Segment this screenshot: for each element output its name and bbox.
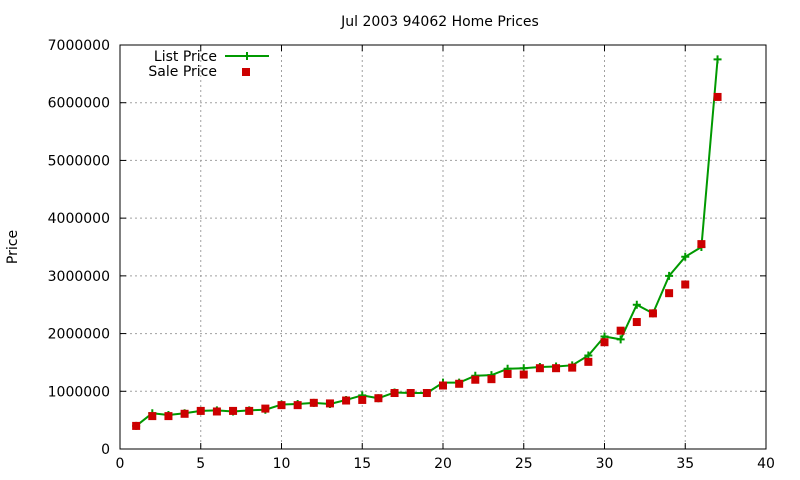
sale-price-point — [471, 375, 480, 384]
x-tick-label: 5 — [196, 456, 205, 472]
x-tick-label: 15 — [353, 456, 371, 472]
sale-price-point — [713, 92, 722, 101]
legend: List Price Sale Price — [148, 49, 269, 80]
sale-price-point — [309, 398, 318, 407]
sale-price-point — [519, 370, 528, 379]
sale-price-point — [342, 396, 351, 405]
y-tick-label: 4000000 — [48, 211, 110, 227]
sale-price-point — [180, 409, 189, 418]
y-tick-label: 0 — [101, 442, 110, 458]
sale-price-point — [245, 406, 254, 415]
y-tick-label: 6000000 — [48, 96, 110, 112]
sale-price-point — [406, 389, 415, 398]
sale-price-point — [422, 389, 431, 398]
list-price-point — [665, 271, 674, 280]
sale-price-point — [277, 401, 286, 410]
sale-price-point — [455, 379, 464, 388]
sale-price-point — [148, 412, 157, 421]
y-tick-label: 5000000 — [48, 153, 110, 169]
sale-price-point — [568, 363, 577, 372]
list-price-point — [713, 55, 722, 64]
y-tick-label: 7000000 — [48, 38, 110, 54]
legend-swatch-sale-price — [242, 68, 250, 76]
list-price-point — [632, 300, 641, 309]
sale-price-point — [535, 364, 544, 373]
sale-price-point — [584, 357, 593, 366]
sale-price-point — [487, 375, 496, 384]
x-tick-label: 0 — [116, 456, 125, 472]
sale-price-point — [374, 394, 383, 403]
sale-price-point — [697, 240, 706, 249]
sale-price-point — [293, 401, 302, 410]
y-axis-title: Price — [5, 230, 21, 264]
sale-price-point — [503, 369, 512, 378]
sale-price-point — [132, 421, 141, 430]
legend-label-sale-price: Sale Price — [148, 64, 217, 80]
sale-price-point — [261, 404, 270, 413]
y-tick-label: 2000000 — [48, 327, 110, 343]
sale-price-point — [229, 406, 238, 415]
legend-label-list-price: List Price — [154, 49, 217, 65]
x-axis-ticks: 0 5 10 15 20 25 30 35 40 — [116, 45, 775, 472]
series — [132, 55, 722, 430]
sale-price-point — [600, 338, 609, 347]
series-line-list-price — [135, 59, 719, 427]
sale-price-point — [212, 407, 221, 416]
sale-price-point — [439, 381, 447, 390]
list-price-point — [681, 252, 690, 261]
legend-marker-list-price — [243, 52, 251, 60]
y-tick-label: 1000000 — [48, 384, 110, 400]
sale-price-point — [325, 399, 334, 408]
x-tick-label: 25 — [515, 456, 533, 472]
x-tick-label: 10 — [273, 456, 291, 472]
sale-price-point — [390, 389, 399, 398]
x-tick-label: 30 — [596, 456, 614, 472]
y-tick-label: 3000000 — [48, 269, 110, 285]
chart-title: Jul 2003 94062 Home Prices — [340, 14, 539, 30]
y-axis-ticks: 0 1000000 2000000 3000000 4000000 5000000 6000… — [48, 38, 766, 458]
sale-price-point — [665, 289, 674, 298]
x-tick-label: 35 — [676, 456, 694, 472]
sale-price-point — [681, 280, 690, 289]
sale-price-point — [552, 364, 561, 373]
sale-price-point — [616, 326, 625, 335]
sale-price-point — [164, 412, 173, 421]
list-price-point — [616, 335, 625, 344]
sale-price-point — [648, 309, 657, 318]
sale-price-point — [196, 406, 205, 415]
x-tick-label: 20 — [434, 456, 452, 472]
sale-price-point — [632, 318, 641, 327]
x-tick-label: 40 — [757, 456, 775, 472]
sale-price-point — [358, 395, 367, 404]
